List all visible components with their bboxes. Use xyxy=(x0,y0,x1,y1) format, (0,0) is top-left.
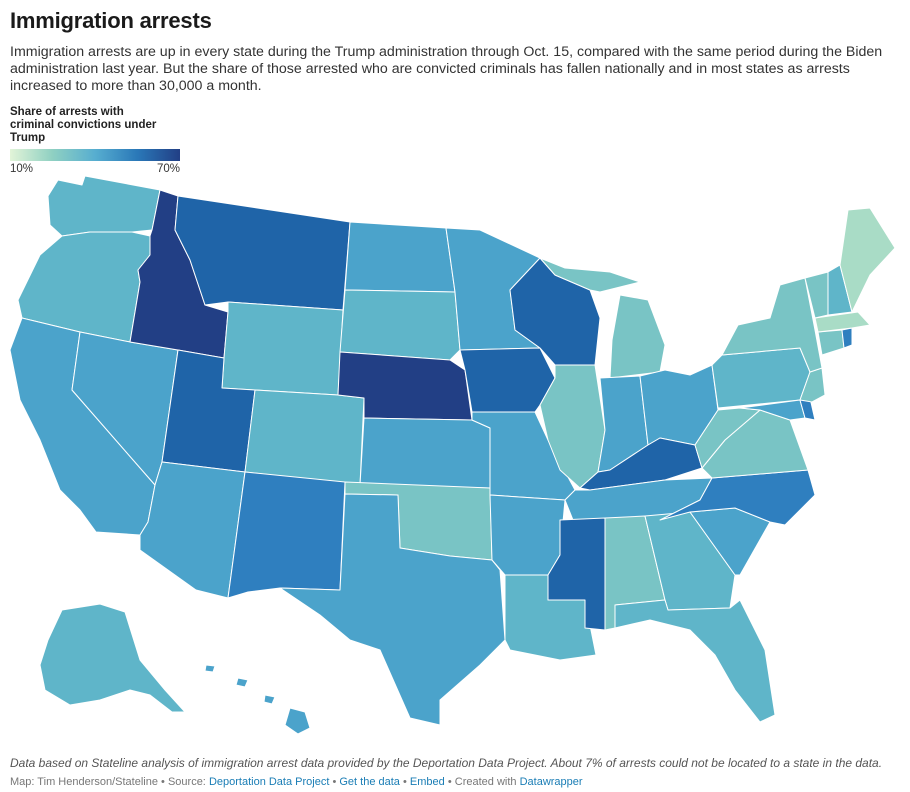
legend-title: Share of arrests with criminal convictio… xyxy=(10,106,157,144)
state-texas[interactable] xyxy=(279,493,506,726)
legend-labels: 10% 70% xyxy=(10,161,180,175)
footer-credit: Map: Tim Henderson/Stateline xyxy=(10,776,158,788)
state-arkansas[interactable] xyxy=(489,494,566,576)
state-hawaii-oahu[interactable] xyxy=(235,677,249,688)
color-legend: Share of arrests with criminal convictio… xyxy=(10,106,185,175)
state-north-carolina[interactable] xyxy=(659,469,816,526)
state-florida[interactable] xyxy=(614,599,776,723)
state-illinois[interactable] xyxy=(539,364,606,489)
state-massachusetts[interactable] xyxy=(814,311,871,333)
state-arizona[interactable] xyxy=(139,461,246,599)
state-iowa[interactable] xyxy=(459,347,556,413)
legend-max-label: 70% xyxy=(156,163,180,175)
state-wyoming[interactable] xyxy=(221,301,344,396)
state-new-mexico[interactable] xyxy=(227,471,346,599)
state-alaska[interactable] xyxy=(39,603,186,713)
state-maryland[interactable] xyxy=(739,399,806,421)
get-data-link[interactable]: Get the data xyxy=(339,776,400,788)
state-hawaii-big-island[interactable] xyxy=(284,707,311,735)
footer-source-prefix: Source: xyxy=(167,776,206,788)
state-new-york[interactable] xyxy=(721,277,823,373)
state-hawaii-maui[interactable] xyxy=(263,694,276,705)
state-rhode-island[interactable] xyxy=(841,327,853,349)
chart-footer: Map: Tim Henderson/Stateline • Source: D… xyxy=(10,776,583,788)
datawrapper-link[interactable]: Datawrapper xyxy=(519,776,583,788)
us-choropleth-map xyxy=(9,175,896,735)
state-michigan[interactable] xyxy=(609,294,666,379)
footer-separator: • xyxy=(402,776,407,788)
embed-link[interactable]: Embed xyxy=(409,776,445,788)
state-connecticut[interactable] xyxy=(817,329,845,356)
state-maine[interactable] xyxy=(839,207,896,313)
footer-separator: • xyxy=(447,776,452,788)
chart-title: Immigration arrests xyxy=(10,8,212,33)
legend-min-label: 10% xyxy=(10,163,34,175)
state-pennsylvania[interactable] xyxy=(711,347,811,409)
state-south-dakota[interactable] xyxy=(339,289,461,361)
source-link[interactable]: Deportation Data Project xyxy=(208,776,330,788)
state-kansas[interactable] xyxy=(359,417,491,489)
legend-gradient-bar xyxy=(10,149,180,161)
state-colorado[interactable] xyxy=(244,389,365,486)
state-north-dakota[interactable] xyxy=(344,221,456,293)
footer-separator: • xyxy=(332,776,337,788)
source-notes: Data based on Stateline analysis of immi… xyxy=(10,756,883,770)
footer-separator: • xyxy=(161,776,165,788)
footer-created-with: Created with xyxy=(454,776,517,788)
state-washington[interactable] xyxy=(47,175,161,237)
state-montana[interactable] xyxy=(174,195,351,311)
state-hawaii-kauai[interactable] xyxy=(204,664,216,673)
state-michigan-upper[interactable] xyxy=(539,257,641,293)
chart-description: Immigration arrests are up in every stat… xyxy=(10,44,883,94)
